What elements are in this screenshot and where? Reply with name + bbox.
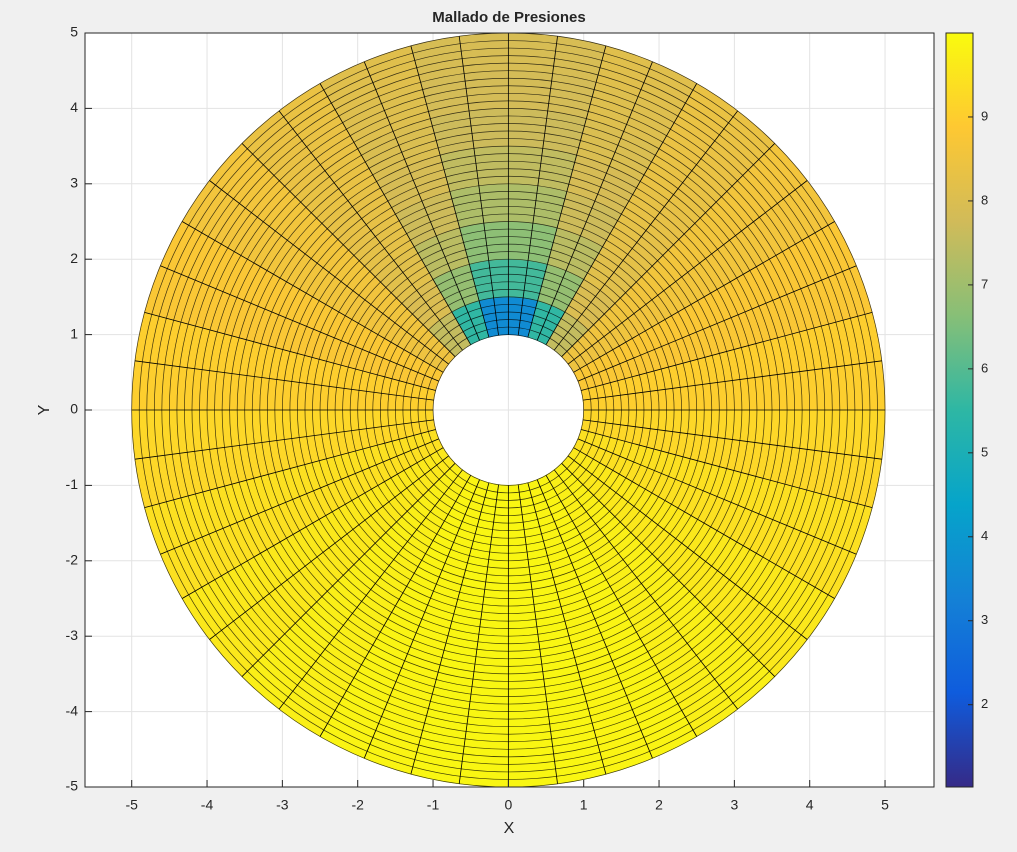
mesh-spoke bbox=[241, 463, 456, 677]
colorbar-tick-label: 3 bbox=[981, 612, 988, 627]
mesh-spoke bbox=[517, 484, 558, 784]
mesh-spoke bbox=[577, 265, 857, 382]
colorbar-tick-label: 6 bbox=[981, 360, 988, 375]
y-tick-label: -4 bbox=[66, 702, 79, 718]
mesh-spoke bbox=[561, 143, 775, 357]
mesh-spoke bbox=[577, 438, 857, 555]
colorbar-tick-label: 2 bbox=[981, 696, 988, 711]
mesh-spoke bbox=[241, 143, 456, 357]
x-tick-label: -5 bbox=[125, 797, 138, 813]
x-tick-label: -2 bbox=[351, 797, 364, 813]
mesh-spoke bbox=[517, 36, 558, 336]
x-tick-label: 1 bbox=[580, 797, 588, 813]
x-tick-label: 3 bbox=[730, 797, 738, 813]
mesh-spoke bbox=[410, 482, 490, 775]
x-tick-label: 2 bbox=[655, 797, 663, 813]
mesh-spoke bbox=[134, 360, 434, 401]
y-tick-label: 1 bbox=[70, 325, 78, 341]
x-tick-label: -1 bbox=[427, 797, 440, 813]
mesh-spoke bbox=[209, 455, 449, 640]
y-tick-label: -5 bbox=[66, 778, 79, 794]
mesh-spoke bbox=[545, 83, 698, 345]
mesh-spoke bbox=[278, 469, 463, 710]
mesh-spoke bbox=[160, 438, 439, 555]
mesh-spoke bbox=[458, 36, 499, 336]
y-tick-label: 2 bbox=[70, 250, 78, 266]
y-tick-label: 5 bbox=[70, 24, 78, 40]
mesh-spoke bbox=[181, 221, 444, 373]
mesh-spoke bbox=[553, 110, 738, 351]
mesh-spoke bbox=[527, 482, 607, 775]
y-tick-label: 3 bbox=[70, 175, 78, 191]
mesh-spoke bbox=[573, 447, 835, 599]
y-tick-label: -2 bbox=[66, 552, 79, 568]
x-axis-label: X bbox=[504, 820, 515, 837]
mesh-spoke bbox=[561, 463, 775, 677]
mesh-spoke bbox=[536, 479, 653, 759]
mesh-spoke bbox=[209, 180, 449, 365]
x-tick-label: 4 bbox=[806, 797, 814, 813]
mesh-spoke bbox=[319, 83, 472, 345]
x-tick-label: -4 bbox=[201, 797, 214, 813]
mesh-spoke bbox=[363, 61, 480, 341]
mesh-spoke bbox=[181, 447, 444, 599]
colorbar-tick-label: 8 bbox=[981, 192, 988, 207]
y-tick-label: -3 bbox=[66, 627, 79, 643]
mesh-spoke bbox=[573, 221, 835, 373]
mesh-spoke bbox=[458, 484, 499, 784]
mesh-spoke bbox=[581, 312, 873, 391]
colorbar-tick-label: 7 bbox=[981, 276, 988, 291]
mesh-spoke bbox=[410, 45, 490, 338]
colorbar bbox=[945, 32, 974, 788]
mesh-spoke bbox=[363, 479, 480, 759]
mesh-spoke bbox=[583, 360, 882, 401]
mesh-spoke bbox=[567, 455, 808, 640]
mesh-spoke bbox=[278, 110, 463, 351]
x-tick-label: 0 bbox=[504, 797, 512, 813]
mesh-spoke bbox=[545, 475, 698, 737]
y-axis-label: Y bbox=[36, 404, 53, 415]
chart-title: Mallado de Presiones bbox=[432, 9, 585, 26]
mesh-spoke bbox=[567, 180, 808, 365]
y-tick-label: -1 bbox=[66, 476, 79, 492]
y-tick-label: 4 bbox=[70, 99, 78, 115]
mesh-spoke bbox=[144, 429, 436, 508]
colorbar-tick-label: 4 bbox=[981, 528, 988, 543]
colorbar-tick-label: 9 bbox=[981, 108, 988, 123]
mesh-spoke bbox=[553, 469, 738, 710]
x-tick-label: 5 bbox=[881, 797, 889, 813]
mesh-spoke bbox=[144, 312, 436, 391]
mesh-spoke bbox=[581, 429, 873, 508]
colorbar-tick-label: 5 bbox=[981, 444, 988, 459]
mesh-spoke bbox=[583, 419, 882, 460]
mesh-spoke bbox=[160, 265, 439, 382]
y-tick-label: 0 bbox=[70, 401, 78, 417]
mesh-spoke bbox=[134, 419, 434, 460]
mesh-spoke bbox=[527, 45, 607, 338]
mesh-spoke bbox=[536, 61, 653, 341]
x-tick-label: -3 bbox=[276, 797, 289, 813]
mesh-spoke bbox=[319, 475, 472, 737]
